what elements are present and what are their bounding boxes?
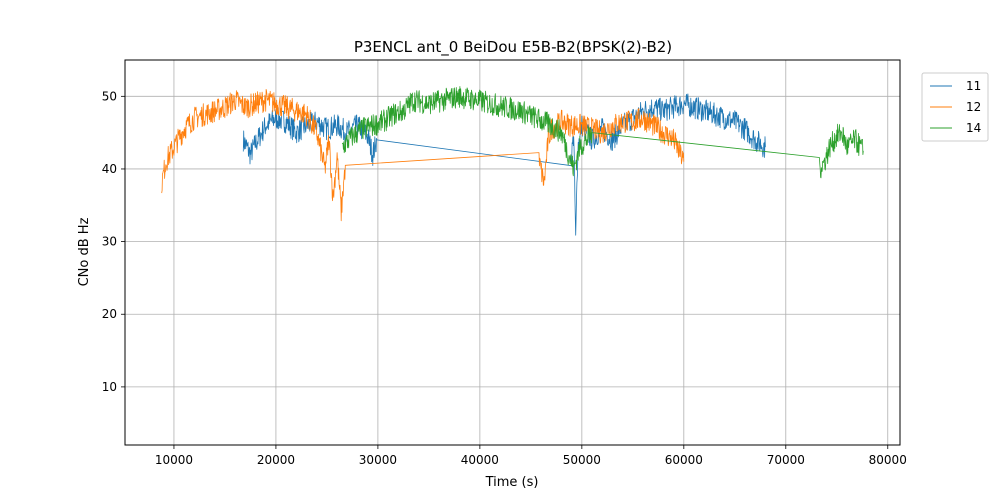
legend-box bbox=[921, 72, 989, 142]
legend-entry-14: 14 bbox=[966, 121, 981, 135]
plot-frame bbox=[124, 59, 901, 446]
x-tick-label: 70000 bbox=[767, 453, 805, 467]
plot-area bbox=[161, 86, 864, 236]
x-tick-label: 50000 bbox=[563, 453, 601, 467]
axis-ticks: 10000 20000 30000 40000 50000 60000 70000 80000… bbox=[102, 89, 907, 467]
x-tick-label: 60000 bbox=[665, 453, 703, 467]
series-line-12 bbox=[161, 89, 685, 222]
series-line-14 bbox=[341, 86, 864, 179]
x-tick-label: 30000 bbox=[359, 453, 397, 467]
x-tick-label: 20000 bbox=[257, 453, 295, 467]
y-tick-label: 10 bbox=[102, 380, 117, 394]
grid bbox=[125, 60, 900, 445]
legend-entry-12: 12 bbox=[966, 100, 981, 114]
y-tick-label: 30 bbox=[102, 235, 117, 249]
legend: 11 12 14 bbox=[921, 72, 989, 142]
chart-title: P3ENCL ant_0 BeiDou E5B-B2(BPSK(2)-B2) bbox=[354, 38, 672, 57]
legend-entry-11: 11 bbox=[966, 79, 981, 93]
x-tick-label: 10000 bbox=[155, 453, 193, 467]
x-axis-label: Time (s) bbox=[485, 475, 539, 490]
y-axis-label: CNo dB Hz bbox=[77, 217, 92, 286]
y-tick-label: 50 bbox=[102, 89, 117, 103]
y-tick-label: 20 bbox=[102, 307, 117, 321]
x-tick-label: 40000 bbox=[461, 453, 499, 467]
x-tick-label: 80000 bbox=[869, 453, 907, 467]
y-tick-label: 40 bbox=[102, 162, 117, 176]
